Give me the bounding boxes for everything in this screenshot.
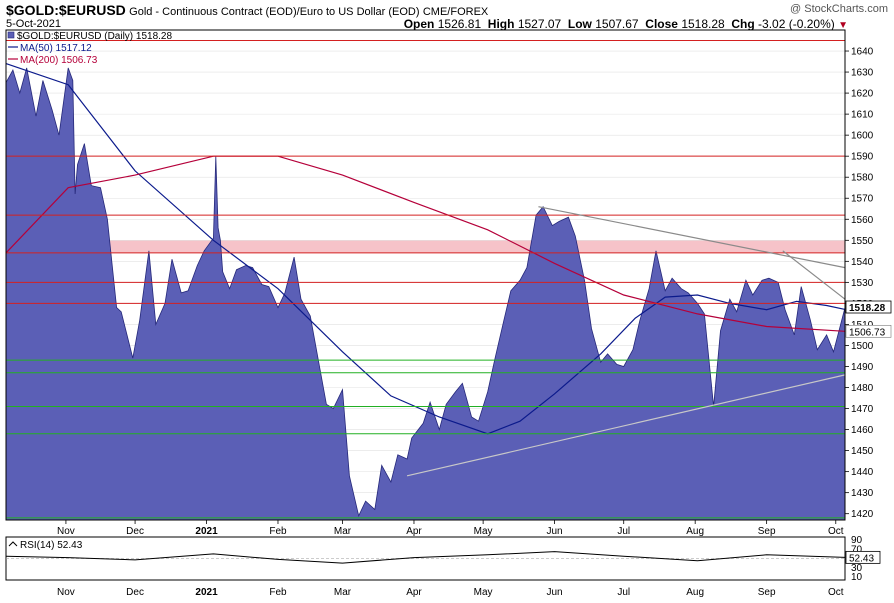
rsi-x-month-label: Oct [828,587,844,598]
x-month-label: 2021 [195,526,218,537]
x-month-label: Feb [269,526,287,537]
x-month-label: Dec [126,526,144,537]
open-value: 1526.81 [437,17,482,31]
chart-title: $GOLD:$EURUSD Gold - Continuous Contract… [6,2,488,18]
chg-label: Chg [731,17,755,31]
exchange: CME/FOREX [422,6,489,18]
plot-frame [5,29,846,521]
rsi-level-label: 90 [851,535,863,546]
y-tick-label: 1620 [851,89,874,100]
y-tick-label: 1550 [851,236,874,247]
x-month-label: Aug [686,526,704,537]
ma200-price-box [845,324,892,338]
x-month-label: Nov [57,526,75,537]
low-value: 1507.67 [595,17,639,31]
trendline [538,206,846,269]
price-area [6,67,845,521]
x-month-label: Apr [406,526,422,537]
ma50-line [5,63,846,435]
low-label: Low [567,17,592,31]
rsi-level-label: 10 [851,572,863,583]
y-tick-label: 1590 [851,152,874,163]
ma200-price-label: 1506.73 [849,327,886,338]
y-tick-label: 1430 [851,488,874,499]
x-month-label: Mar [334,526,352,537]
y-tick-label: 1500 [851,341,874,352]
x-month-label: Sep [758,526,776,537]
rsi-frame [5,536,846,581]
x-month-label: Jun [547,526,563,537]
close-value: 1518.28 [681,17,725,31]
close-price-box [845,300,892,314]
y-tick-label: 1440 [851,467,874,478]
chg-value: -3.02 (-0.20%) [758,17,835,31]
rsi-x-month-label: Mar [334,587,352,598]
x-month-label: Jul [617,526,630,537]
open-label: Open [403,17,435,31]
rsi-x-month-label: Jun [547,587,563,598]
y-tick-label: 1450 [851,446,874,457]
chart-date: 5-Oct-2021 [6,18,62,30]
rsi-x-month-label: Sep [758,587,776,598]
high-value: 1527.07 [517,17,562,31]
y-tick-label: 1540 [851,257,874,268]
rsi-x-month-label: Apr [406,587,422,598]
y-tick-label: 1640 [851,47,874,58]
y-tick-label: 1560 [851,215,874,226]
rsi-line [5,551,846,564]
y-tick-label: 1480 [851,383,874,394]
price-line [5,67,846,518]
down-triangle-icon: ▼ [838,20,848,31]
brand: @ StockCharts.com [790,3,888,15]
rsi-x-month-label: Feb [269,587,287,598]
y-tick-label: 1530 [851,278,874,289]
symbol-description: Gold - Continuous Contract (EOD)/Euro to… [129,6,420,18]
y-tick-label: 1570 [851,194,874,205]
ma50-legend: MA(50) 1517.12 [20,43,92,54]
rsi-legend: RSI(14) 52.43 [20,540,83,551]
close-label: Close [645,17,678,31]
rsi-x-month-label: Aug [686,587,704,598]
ma200-line [5,155,846,332]
symbol: $GOLD:$EURUSD [6,2,126,18]
rsi-chevron-icon [8,541,18,547]
y-tick-label: 1470 [851,404,874,415]
rsi-value-box [845,550,881,564]
rsi-x-month-label: Jul [617,587,630,598]
rsi-x-month-label: May [474,587,493,598]
rsi-level-label: 70 [851,544,863,555]
x-month-label: May [474,526,493,537]
rsi-x-month-label: Nov [57,587,75,598]
y-tick-label: 1490 [851,362,874,373]
ma200-legend: MA(200) 1506.73 [20,55,98,66]
trendline [782,250,846,300]
y-tick-label: 1630 [851,68,874,79]
y-tick-label: 1580 [851,173,874,184]
y-tick-label: 1600 [851,131,874,142]
close-price-label: 1518.28 [849,303,886,314]
y-tick-label: 1420 [851,509,874,520]
price-legend-swatch [7,31,15,39]
rsi-x-month-label: 2021 [195,587,218,598]
x-month-label: Oct [828,526,844,537]
price-legend: $GOLD:$EURUSD (Daily) 1518.28 [17,31,172,42]
y-tick-label: 1460 [851,425,874,436]
high-label: High [487,17,515,31]
ohlc-readout: Open 1526.81 High 1527.07 Low 1507.67 Cl… [404,17,848,31]
trendline [406,374,846,477]
rsi-value-label: 52.43 [849,553,874,564]
y-tick-label: 1610 [851,110,874,121]
rsi-x-month-label: Dec [126,587,144,598]
rsi-level-label: 30 [851,563,863,574]
